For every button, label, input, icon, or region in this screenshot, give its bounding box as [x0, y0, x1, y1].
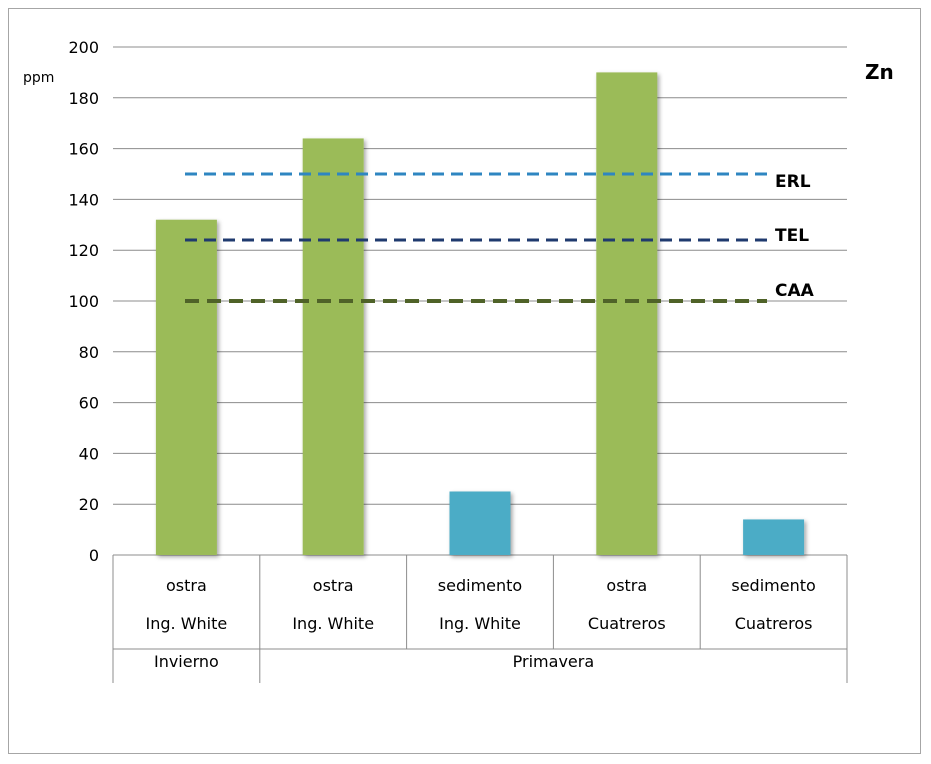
- y-tick-label: 200: [68, 38, 99, 57]
- category-label-line2: Cuatreros: [735, 614, 813, 633]
- category-label-line2: Ing. White: [439, 614, 521, 633]
- y-tick-label: 60: [79, 394, 99, 413]
- bar: [596, 72, 658, 556]
- category-label-line1: ostra: [313, 576, 354, 595]
- bars: [155, 72, 805, 556]
- bar: [155, 219, 217, 555]
- category-label-line2: Ing. White: [146, 614, 228, 633]
- y-axis-ticks: 0 20 40 60 80 100 120 140 160 180 200: [68, 38, 99, 565]
- y-axis-unit: ppm: [23, 70, 54, 86]
- bar: [743, 519, 805, 555]
- y-tick-label: 20: [79, 495, 99, 514]
- reference-label-caa: CAA: [775, 281, 815, 301]
- reference-lines: ERL TEL CAA: [185, 172, 815, 303]
- chart-svg: 0 20 40 60 80 100 120 140 160 180 200 ERL TEL CAA os…: [23, 38, 894, 683]
- reference-label-erl: ERL: [775, 172, 811, 192]
- category-label-line1: ostra: [166, 576, 207, 595]
- category-label-line1: sedimento: [731, 576, 815, 595]
- bar: [302, 138, 364, 555]
- category-label-line1: ostra: [606, 576, 647, 595]
- chart-frame: 0 20 40 60 80 100 120 140 160 180 200 ERL TEL CAA os…: [8, 8, 921, 754]
- reference-label-tel: TEL: [775, 226, 809, 246]
- y-tick-label: 80: [79, 343, 99, 362]
- y-tick-label: 0: [89, 546, 99, 565]
- bar: [449, 491, 511, 555]
- y-tick-label: 140: [68, 190, 99, 209]
- category-label-line1: sedimento: [438, 576, 522, 595]
- y-tick-label: 180: [68, 89, 99, 108]
- y-tick-label: 40: [79, 444, 99, 463]
- group-label: Primavera: [513, 652, 594, 671]
- x-axis: ostra Ing. White ostra Ing. White sedimento I…: [112, 555, 848, 683]
- category-label-line2: Ing. White: [292, 614, 374, 633]
- y-tick-label: 120: [68, 241, 99, 260]
- chart-title: Zn: [865, 60, 894, 84]
- y-tick-label: 160: [68, 140, 99, 159]
- group-label: Invierno: [154, 652, 219, 671]
- category-label-line2: Cuatreros: [588, 614, 666, 633]
- y-tick-label: 100: [68, 292, 99, 311]
